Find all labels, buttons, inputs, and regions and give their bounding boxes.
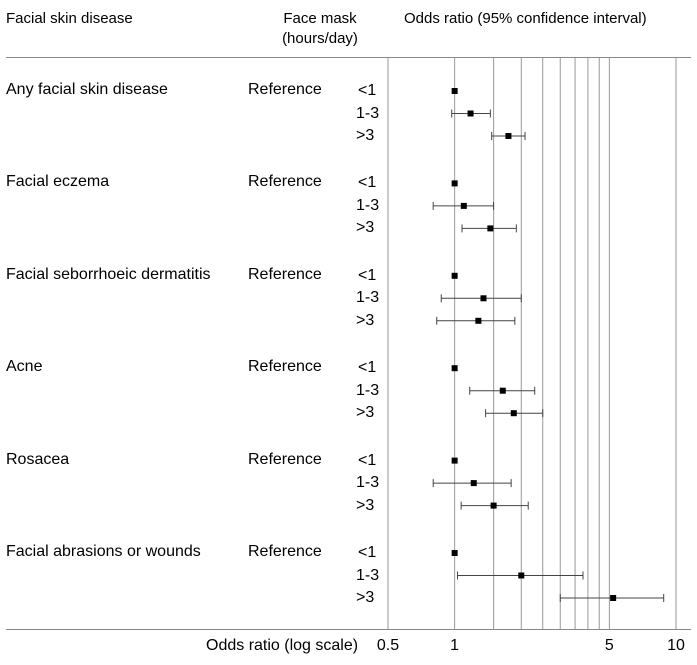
mask-hours-label: <1	[358, 359, 377, 377]
mask-hours-label: 1-3	[356, 381, 380, 399]
mask-hours-label: >3	[356, 404, 375, 422]
mask-hours-label: >3	[356, 311, 375, 329]
reference-label: Reference	[248, 543, 322, 560]
mask-hours-label: 1-3	[356, 474, 380, 492]
header-face-mask-line2: (hours/day)	[282, 30, 358, 47]
reference-label: Reference	[248, 358, 322, 376]
disease-label: Any facial skin disease	[6, 81, 168, 98]
odds-ratio-marker	[451, 272, 458, 279]
odds-ratio-marker	[475, 317, 482, 324]
mask-hours-label: <1	[358, 266, 377, 284]
x-axis-title: Odds ratio (log scale)	[206, 637, 359, 654]
mask-hours-label: 1-3	[356, 289, 380, 307]
mask-hours-label: <1	[358, 451, 377, 469]
mask-hours-label: <1	[358, 82, 377, 99]
x-tick-label: 5	[604, 637, 614, 654]
odds-ratio-marker	[451, 550, 458, 556]
footer-divider	[6, 629, 691, 630]
mask-hours-label: >3	[356, 127, 375, 144]
reference-label: Reference	[248, 450, 322, 468]
odds-ratio-marker	[480, 295, 487, 302]
odds-ratio-marker	[490, 502, 497, 509]
disease-label: Facial abrasions or wounds	[6, 543, 201, 560]
mask-hours-label: >3	[356, 219, 375, 237]
odds-ratio-marker	[470, 480, 477, 487]
odds-ratio-marker	[610, 595, 617, 601]
odds-ratio-marker	[510, 410, 517, 417]
mask-hours-label: >3	[356, 496, 375, 514]
odds-ratio-marker	[460, 202, 467, 209]
disease-label: Acne	[6, 358, 43, 376]
x-tick-label: 0.5	[376, 637, 400, 654]
reference-label: Reference	[248, 265, 322, 283]
mask-hours-label: >3	[356, 589, 375, 606]
odds-ratio-marker	[505, 133, 512, 139]
odds-ratio-marker	[451, 88, 458, 94]
header-face-mask-line1: Face mask	[283, 10, 357, 27]
odds-ratio-marker	[467, 110, 474, 117]
header-facial-skin-disease: Facial skin disease	[6, 10, 133, 27]
mask-hours-label: <1	[358, 174, 377, 192]
odds-ratio-marker	[518, 572, 525, 579]
header-divider	[6, 57, 691, 58]
disease-label: Facial seborrhoeic dermatitis	[6, 265, 211, 283]
reference-label: Reference	[248, 81, 322, 98]
mask-hours-label: 1-3	[356, 566, 380, 584]
odds-ratio-marker	[499, 387, 506, 394]
disease-label: Facial eczema	[6, 173, 110, 191]
odds-ratio-marker	[451, 457, 458, 464]
header-odds-ratio: Odds ratio (95% confidence interval)	[404, 10, 647, 27]
x-tick-label: 10	[667, 637, 685, 654]
header-face-mask: Face mask (hours/day)	[270, 9, 370, 49]
mask-hours-label: 1-3	[356, 104, 380, 122]
odds-ratio-marker	[487, 225, 494, 232]
mask-hours-label: 1-3	[356, 196, 380, 214]
mask-hours-label: <1	[358, 544, 377, 561]
disease-label: Rosacea	[6, 450, 70, 468]
x-tick-label: 1	[450, 637, 460, 654]
reference-label: Reference	[248, 173, 322, 191]
odds-ratio-marker	[451, 180, 458, 187]
odds-ratio-marker	[451, 365, 458, 372]
